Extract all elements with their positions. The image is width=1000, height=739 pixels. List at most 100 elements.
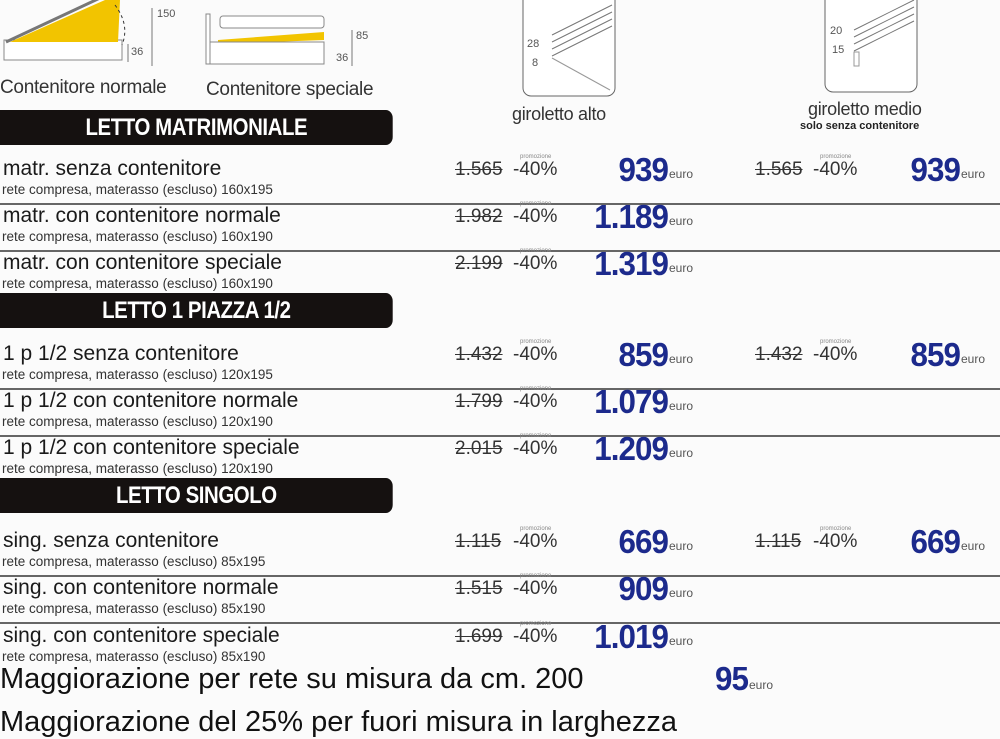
medio-discount: -40% bbox=[813, 344, 858, 365]
medio-price: 939 bbox=[910, 151, 961, 188]
alto-promo-label: promozione bbox=[520, 339, 552, 345]
alto-currency: euro bbox=[669, 167, 694, 181]
footer-surcharge-price: 95 bbox=[715, 660, 749, 697]
table-row: 1 p 1/2 con contenitore speciale rete com… bbox=[0, 430, 1000, 494]
row-divider bbox=[0, 575, 1000, 577]
alto-discount: -40% bbox=[513, 159, 558, 180]
giroletto-medio-note: solo senza contenitore bbox=[800, 120, 920, 132]
medio-discount: -40% bbox=[813, 159, 858, 180]
storage-special-label: Contenitore speciale bbox=[206, 79, 374, 100]
alto-discount: -40% bbox=[513, 344, 558, 365]
medio-currency: euro bbox=[961, 352, 986, 366]
alto-old-price: 1.515 bbox=[455, 578, 503, 599]
row-divider bbox=[0, 250, 1000, 252]
table-row: matr. con contenitore speciale rete compr… bbox=[0, 245, 1000, 309]
medio-price: 669 bbox=[910, 523, 961, 560]
table-row: sing. con contenitore normale rete compre… bbox=[0, 570, 1000, 634]
alto-old-price: 1.799 bbox=[455, 391, 503, 412]
medio-discount: -40% bbox=[813, 531, 858, 552]
alto-price: 859 bbox=[618, 336, 669, 373]
alto-old-price: 1.565 bbox=[455, 159, 503, 180]
alto-currency: euro bbox=[669, 446, 694, 460]
table-row: 1 p 1/2 con contenitore normale rete comp… bbox=[0, 383, 1000, 447]
medio-price: 859 bbox=[910, 336, 961, 373]
product-details: rete compresa, materasso (escluso) 85x19… bbox=[2, 601, 266, 616]
alto-price: 1.079 bbox=[594, 383, 669, 420]
alto-promo-label: promozione bbox=[520, 386, 552, 392]
alto-old-price: 1.115 bbox=[455, 531, 502, 552]
alto-price: 1.019 bbox=[594, 618, 669, 655]
medio-old-price: 1.565 bbox=[755, 159, 803, 180]
alto-promo-label: promozione bbox=[520, 201, 552, 207]
alto-currency: euro bbox=[669, 214, 694, 228]
alto-discount: -40% bbox=[513, 391, 558, 412]
product-details: rete compresa, materasso (escluso) 120x1… bbox=[2, 414, 273, 429]
section-header: LETTO MATRIMONIALE bbox=[0, 110, 393, 145]
storage-special-illustration bbox=[205, 13, 353, 66]
row-divider bbox=[0, 435, 1000, 437]
alto-currency: euro bbox=[669, 399, 694, 413]
alto-discount: -40% bbox=[513, 253, 558, 274]
alto-price: 1.209 bbox=[594, 430, 669, 467]
alto-promo-label: promozione bbox=[520, 573, 552, 579]
storage-normal-illustration bbox=[3, 0, 153, 66]
section-header: LETTO SINGOLO bbox=[0, 478, 393, 513]
alto-currency: euro bbox=[669, 352, 694, 366]
alto-promo-label: promozione bbox=[520, 433, 552, 439]
table-row: matr. senza contenitore rete compresa, ma… bbox=[0, 151, 1000, 215]
alto-price: 669 bbox=[618, 523, 669, 560]
alto-price: 1.319 bbox=[594, 245, 669, 282]
alto-old-price: 1.699 bbox=[455, 626, 503, 647]
alto-currency: euro bbox=[669, 539, 694, 553]
table-row: sing. con contenitore speciale rete compr… bbox=[0, 618, 1000, 682]
product-details: rete compresa, materasso (escluso) 120x1… bbox=[2, 461, 273, 476]
storage-normal-label: Contenitore normale bbox=[0, 77, 167, 98]
alto-old-price: 2.199 bbox=[455, 253, 503, 274]
dim-150: 150 bbox=[157, 8, 176, 20]
medio-promo-label: promozione bbox=[820, 154, 852, 160]
medio-promo-label: promozione bbox=[820, 526, 852, 532]
table-row: sing. senza contenitore rete compresa, ma… bbox=[0, 523, 1000, 587]
alto-old-price: 1.432 bbox=[455, 344, 503, 365]
alto-old-price: 1.982 bbox=[455, 206, 503, 227]
alto-discount: -40% bbox=[513, 438, 558, 459]
medio-currency: euro bbox=[961, 167, 986, 181]
giroletto-medio-illustration bbox=[824, 0, 918, 93]
alto-price: 909 bbox=[618, 570, 669, 607]
product-name: matr. con contenitore speciale bbox=[3, 251, 282, 274]
alto-discount: -40% bbox=[513, 531, 558, 552]
medio-currency: euro bbox=[961, 539, 986, 553]
dim-85: 85 bbox=[356, 30, 369, 42]
alto-promo-label: promozione bbox=[520, 526, 552, 532]
product-details: rete compresa, materasso (escluso) 85x19… bbox=[2, 649, 266, 664]
footer-surcharge-size: Maggiorazione per rete su misura da cm. … bbox=[0, 663, 584, 695]
product-details: rete compresa, materasso (escluso) 160x1… bbox=[2, 182, 273, 197]
product-name: matr. con contenitore normale bbox=[3, 204, 281, 227]
row-divider bbox=[0, 388, 1000, 390]
row-divider bbox=[0, 203, 1000, 205]
product-details: rete compresa, materasso (escluso) 160x1… bbox=[2, 276, 273, 291]
alto-currency: euro bbox=[669, 634, 694, 648]
footer-currency: euro bbox=[749, 678, 774, 692]
product-name: 1 p 1/2 senza contenitore bbox=[3, 342, 239, 365]
giroletto-alto-illustration bbox=[522, 0, 616, 97]
alto-price: 939 bbox=[618, 151, 669, 188]
medio-old-price: 1.432 bbox=[755, 344, 803, 365]
product-details: rete compresa, materasso (escluso) 120x1… bbox=[2, 367, 273, 382]
product-name: sing. con contenitore normale bbox=[3, 576, 279, 599]
product-details: rete compresa, materasso (escluso) 85x19… bbox=[2, 554, 266, 569]
dim-8: 8 bbox=[532, 57, 539, 69]
alto-promo-label: promozione bbox=[520, 621, 552, 627]
alto-discount: -40% bbox=[513, 206, 558, 227]
alto-discount: -40% bbox=[513, 626, 558, 647]
dim-20: 20 bbox=[830, 25, 843, 37]
alto-promo-label: promozione bbox=[520, 154, 552, 160]
medio-promo-label: promozione bbox=[820, 339, 852, 345]
product-name: sing. senza contenitore bbox=[3, 529, 219, 552]
alto-old-price: 2.015 bbox=[455, 438, 503, 459]
table-row: 1 p 1/2 senza contenitore rete compresa, … bbox=[0, 336, 1000, 400]
row-divider bbox=[0, 622, 1000, 624]
product-name: 1 p 1/2 con contenitore normale bbox=[3, 389, 299, 412]
table-row: matr. con contenitore normale rete compre… bbox=[0, 198, 1000, 262]
alto-discount: -40% bbox=[513, 578, 558, 599]
